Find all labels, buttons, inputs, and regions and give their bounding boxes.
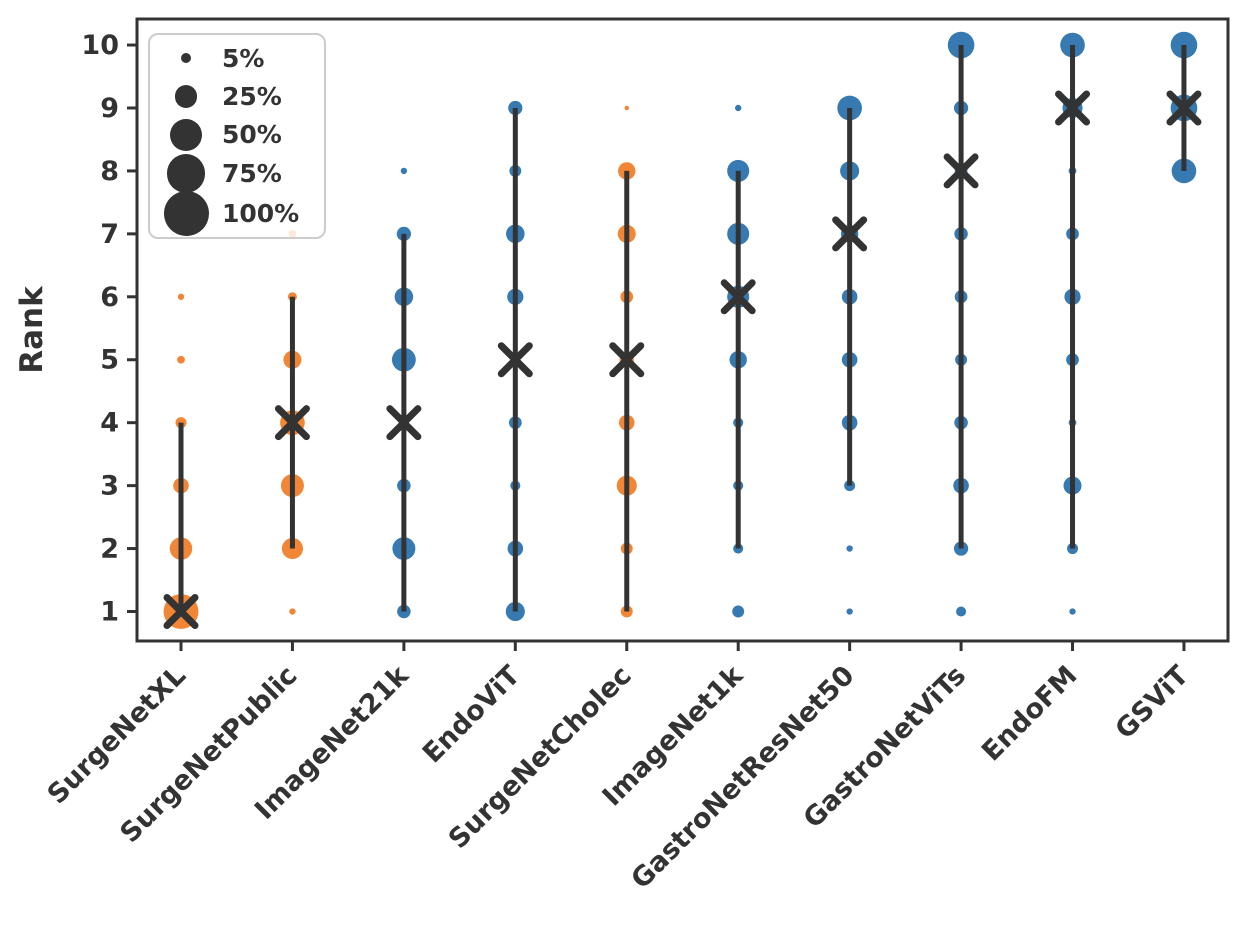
legend-size-circle (166, 154, 206, 193)
bubble (732, 605, 745, 618)
legend-circle-cell (150, 154, 222, 193)
size-legend: 5% 25% 50% 75% 100% (148, 33, 326, 239)
y-tick-label: 10 (81, 30, 119, 61)
x-tick-label: EndoFM (976, 660, 1083, 767)
legend-circle-cell (150, 53, 222, 64)
y-tick-label: 8 (100, 156, 119, 187)
bubble (400, 167, 408, 175)
legend-item: 5% (150, 39, 324, 77)
median-x-marker (386, 405, 422, 441)
median-x-marker (832, 216, 868, 252)
bubble (177, 355, 185, 364)
median-x-marker (609, 342, 645, 378)
median-x-marker (163, 594, 199, 629)
median-x-marker (274, 405, 310, 441)
y-tick-label: 2 (100, 534, 119, 565)
x-tick-label: GastroNetResNet50 (625, 660, 860, 895)
y-tick-label: 1 (100, 597, 119, 628)
y-axis-label: Rank (14, 285, 50, 374)
legend-circle-cell (150, 118, 222, 151)
bubble (956, 606, 967, 617)
median-x-marker (943, 153, 979, 189)
legend-circle-cell (150, 190, 222, 236)
legend-item: 75% (150, 154, 324, 193)
legend-label: 50% (222, 120, 282, 150)
y-tick-label: 4 (100, 408, 119, 439)
legend-circle-cell (150, 85, 222, 108)
x-tick-label: EndoViT (417, 660, 527, 770)
legend-item: 50% (150, 116, 324, 154)
bubble (289, 608, 296, 615)
axes-frame (135, 17, 1230, 643)
legend-label: 25% (222, 82, 282, 112)
y-tick-label: 6 (100, 282, 119, 313)
median-x-marker (497, 342, 533, 378)
bubble (1069, 608, 1076, 615)
y-tick-label: 3 (100, 471, 119, 502)
legend-size-circle (163, 190, 209, 236)
bubble (624, 105, 630, 111)
legend-item: 25% (150, 77, 324, 115)
legend-size-circle (180, 53, 192, 64)
median-x-marker (720, 279, 756, 315)
bubble (177, 293, 185, 300)
bubble (618, 162, 636, 180)
y-tick-label: 7 (100, 219, 119, 250)
bubble (846, 545, 853, 552)
x-tick-label: GSViT (1110, 660, 1196, 746)
legend-size-circle (174, 85, 198, 108)
y-tick-label: 9 (100, 93, 119, 124)
x-tick-label: SurgeNetCholec (443, 660, 638, 855)
median-x-marker (1166, 90, 1202, 126)
y-tick-label: 5 (100, 345, 119, 376)
legend-item: 100% (150, 190, 324, 236)
legend-size-circle (170, 118, 202, 151)
legend-label: 100% (222, 198, 300, 228)
legend-label: 75% (222, 159, 282, 189)
bubble (281, 538, 303, 560)
median-x-marker (1055, 90, 1091, 126)
bubble (846, 608, 853, 615)
bubble (735, 104, 742, 112)
bubble (508, 100, 523, 116)
legend-label: 5% (222, 43, 265, 73)
bubble (733, 543, 744, 554)
